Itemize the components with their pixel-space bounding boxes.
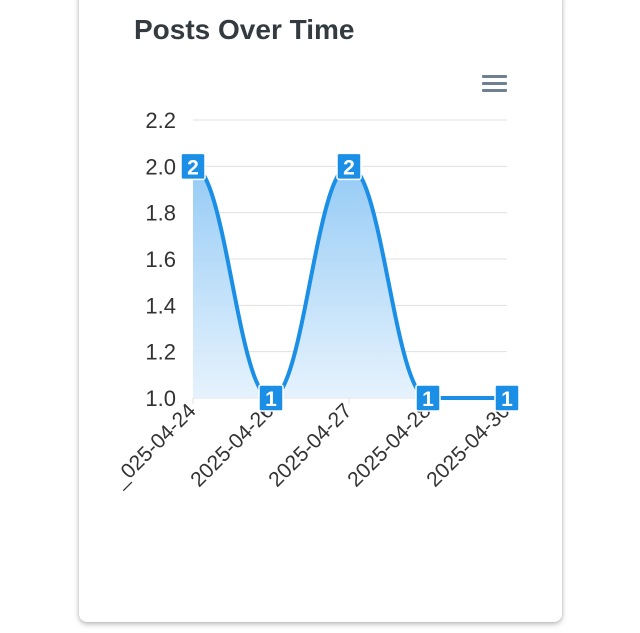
x-axis-ticks: _025-04-242025-04-262025-04-272025-04-28…	[108, 398, 515, 492]
x-tick-label: 2025-04-30	[422, 399, 514, 491]
data-labels: 2 1 2 1 1	[180, 152, 520, 412]
y-tick-label: 1.4	[145, 293, 176, 318]
data-label-text: 1	[501, 388, 513, 411]
x-tick-label: 2025-04-27	[264, 399, 356, 491]
data-label: 2	[336, 152, 362, 181]
data-label-text: 1	[265, 388, 277, 411]
data-label-box	[415, 384, 441, 412]
data-label-box	[336, 152, 362, 181]
y-tick-label: 1.6	[145, 247, 176, 272]
data-label: 1	[494, 384, 520, 412]
x-tick-label: 2025-04-28	[343, 399, 435, 491]
y-tick-label: 2.2	[145, 108, 176, 133]
data-label: 1	[258, 384, 284, 412]
y-tick-label: 1.8	[145, 201, 176, 226]
y-axis-ticks: 1.0 1.2 1.4 1.6 1.8 2.0 2.2	[145, 108, 176, 411]
data-label-box	[494, 384, 520, 412]
data-label-box	[258, 384, 284, 412]
x-tick-label: _025-04-24	[108, 399, 201, 492]
data-label-text: 2	[343, 156, 355, 179]
y-tick-label: 1.0	[145, 386, 176, 411]
chart-title: Posts Over Time	[134, 14, 355, 45]
y-tick-label: 2.0	[145, 154, 176, 179]
hamburger-menu-icon[interactable]	[480, 72, 510, 96]
x-tick-label: 2025-04-26	[186, 399, 278, 491]
data-label-text: 1	[422, 388, 434, 411]
data-label: 2	[180, 152, 206, 181]
data-label: 1	[415, 384, 441, 412]
data-label-text: 2	[187, 156, 199, 179]
series-area	[193, 166, 507, 398]
data-label-box	[180, 152, 206, 181]
y-tick-label: 1.2	[145, 340, 176, 365]
